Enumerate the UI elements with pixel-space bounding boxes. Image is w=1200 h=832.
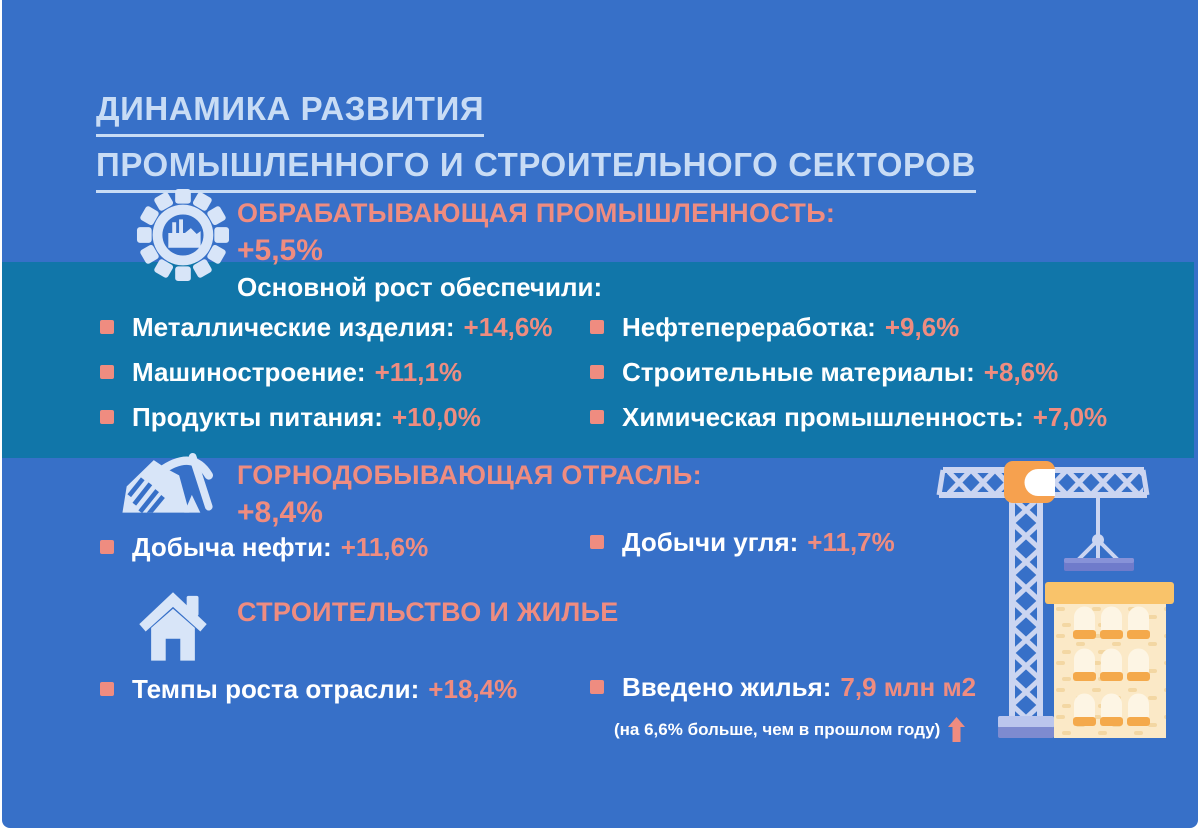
stat-value: 7,9 млн м2 (840, 671, 977, 702)
list-item: Добыча нефти: +11,6% (100, 532, 428, 562)
stat-value: +11,1% (374, 356, 463, 387)
manufacturing-list-left: Металлические изделия: +14,6% Машиностро… (100, 312, 552, 447)
mining-value: +8,4% (237, 496, 323, 529)
square-bullet-icon (100, 365, 114, 379)
stat-label: Машиностроение: (132, 356, 366, 387)
stat-label: Добычи угля: (622, 526, 799, 557)
list-item: Химическая промышленность: +7,0% (590, 402, 1107, 432)
manufacturing-value: +5,5% (237, 234, 323, 267)
stat-value: +7,0% (1032, 401, 1108, 432)
list-item: Введено жилья: 7,9 млн м2 (590, 672, 976, 702)
stat-label: Добыча нефти: (132, 531, 332, 562)
stat-label: Строительные материалы: (622, 356, 975, 387)
stat-value: +18,4% (428, 673, 518, 704)
stat-value: +10,0% (391, 401, 481, 432)
construction-title: СТРОИТЕЛЬСТВО И ЖИЛЬЕ (237, 597, 619, 627)
page-title: ДИНАМИКА РАЗВИТИЯ ПРОМЫШЛЕННОГО И СТРОИТ… (96, 90, 976, 193)
square-bullet-icon (590, 535, 604, 549)
stat-value: +9,6% (884, 311, 960, 342)
square-bullet-icon (100, 682, 114, 696)
housing-note: (на 6,6% больше, чем в прошлом году) (614, 717, 976, 742)
list-item: Продукты питания: +10,0% (100, 402, 552, 432)
mining-title: ГОРНОДОБЫВАЮЩАЯ ОТРАСЛЬ: (237, 460, 702, 490)
section-mining-header: ГОРНОДОБЫВАЮЩАЯ ОТРАСЛЬ: +8,4% (237, 460, 702, 530)
manufacturing-title: ОБРАБАТЫВАЮЩАЯ ПРОМЫШЛЕННОСТЬ: (237, 198, 836, 228)
pickaxe-rock-icon (114, 450, 224, 522)
stat-label: Темпы роста отрасли: (132, 673, 420, 704)
stat-value: +11,7% (807, 526, 895, 557)
title-line-1: ДИНАМИКА РАЗВИТИЯ (96, 90, 485, 137)
square-bullet-icon (590, 365, 604, 379)
square-bullet-icon (100, 540, 114, 554)
square-bullet-icon (590, 320, 604, 334)
list-item: Строительные материалы: +8,6% (590, 357, 1107, 387)
house-icon (132, 585, 214, 667)
construction-list-left: Темпы роста отрасли: +18,4% (100, 674, 517, 719)
arrow-up-icon (948, 717, 966, 742)
stat-value: +11,6% (340, 531, 429, 562)
list-item: Добычи угля: +11,7% (590, 527, 895, 557)
manufacturing-subtitle: Основной рост обеспечили: (237, 272, 603, 302)
crane-building-illustration (936, 461, 1174, 738)
list-item: Темпы роста отрасли: +18,4% (100, 674, 517, 704)
stat-label: Химическая промышленность: (622, 401, 1024, 432)
mining-list-right: Добычи угля: +11,7% (590, 527, 895, 572)
highlight-band (2, 262, 1194, 458)
manufacturing-list-right: Нефтепереработка: +9,6% Строительные мат… (590, 312, 1107, 447)
housing-note-text: (на 6,6% больше, чем в прошлом году) (614, 719, 941, 739)
section-construction-header: СТРОИТЕЛЬСТВО И ЖИЛЬЕ (237, 597, 619, 628)
crane-hook (1064, 497, 1134, 571)
list-item: Металлические изделия: +14,6% (100, 312, 552, 342)
stat-label: Металлические изделия: (132, 311, 455, 342)
gear-factory-icon (136, 188, 230, 282)
crane-cab (1004, 461, 1055, 503)
crane-tower (998, 497, 1054, 738)
stat-value: +8,6% (983, 356, 1059, 387)
square-bullet-icon (590, 680, 604, 694)
square-bullet-icon (100, 410, 114, 424)
list-item: Нефтепереработка: +9,6% (590, 312, 1107, 342)
construction-list-right: Введено жилья: 7,9 млн м2 (на 6,6% больш… (590, 672, 976, 742)
stat-value: +14,6% (463, 311, 553, 342)
apartment-building (1045, 582, 1174, 738)
stat-label: Нефтепереработка: (622, 311, 876, 342)
list-item: Машиностроение: +11,1% (100, 357, 552, 387)
square-bullet-icon (590, 410, 604, 424)
stat-label: Продукты питания: (132, 401, 383, 432)
section-manufacturing-header: ОБРАБАТЫВАЮЩАЯ ПРОМЫШЛЕННОСТЬ: +5,5% (237, 198, 835, 268)
mining-list-left: Добыча нефти: +11,6% (100, 532, 428, 577)
stat-label: Введено жилья: (622, 671, 832, 702)
title-line-2: ПРОМЫШЛЕННОГО И СТРОИТЕЛЬНОГО СЕКТОРОВ (96, 146, 976, 193)
square-bullet-icon (100, 320, 114, 334)
